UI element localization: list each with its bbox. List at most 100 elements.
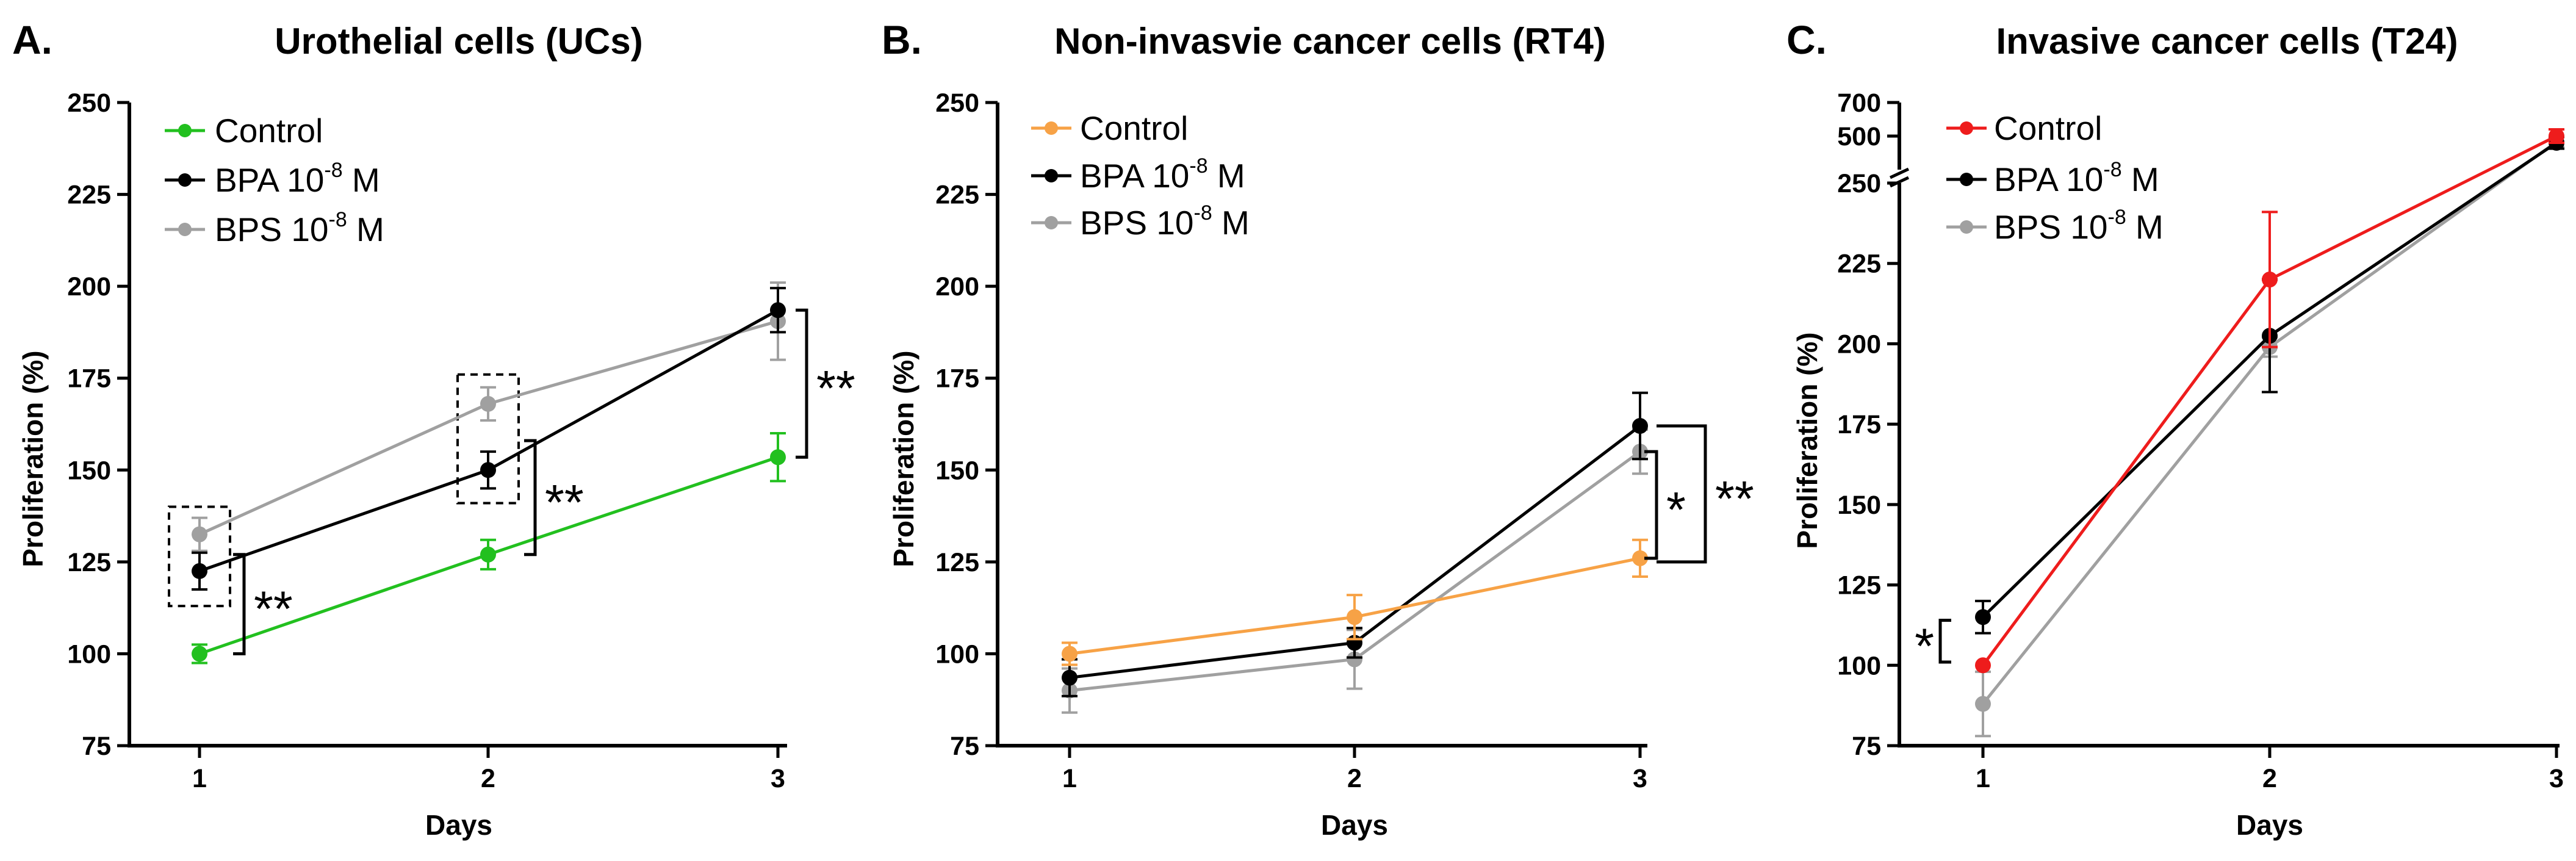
panel-a-legend-item-control[interactable]: Control — [165, 112, 323, 150]
panel-b-legend-item-bpa[interactable]: BPA 10-8 M — [1031, 154, 1245, 195]
svg-text:Control: Control — [1994, 109, 2102, 147]
panel-c-legend-item-bpa[interactable]: BPA 10-8 M — [1946, 158, 2159, 198]
bracket-line — [1938, 619, 1951, 664]
panel-b-axes — [996, 103, 1647, 748]
x-tick-label: 2 — [481, 764, 495, 793]
legend-marker — [1045, 121, 1058, 135]
series-line — [199, 309, 779, 573]
panel-b: B. Non-invasvie cancer cells (RT4) Proli… — [882, 17, 1754, 841]
bracket-line — [1644, 450, 1658, 560]
legend-label: BPA 10 — [215, 161, 324, 199]
data-point — [1632, 550, 1648, 566]
legend-label: BPS 10 — [215, 211, 329, 248]
x-tick-label: 3 — [1633, 764, 1647, 793]
svg-text:BPA 10-8 M: BPA 10-8 M — [1994, 158, 2159, 198]
y-tick-label: 175 — [1837, 410, 1881, 439]
panel-c-title: Invasive cancer cells (T24) — [1996, 21, 2458, 62]
x-tick-label: 1 — [1976, 764, 1990, 793]
panel-c-axis-break-mark — [1889, 176, 1910, 188]
y-tick-label: 250 — [1837, 169, 1881, 198]
panel-a-y-axis-label: Proliferation (%) — [17, 350, 49, 567]
data-point — [1975, 609, 1991, 625]
y-tick-label: 200 — [67, 272, 111, 301]
panel-b-legend-item-bps[interactable]: BPS 10-8 M — [1031, 201, 1250, 242]
panel-a: A. Urothelial cells (UCs) Proliferation … — [12, 17, 855, 841]
panel-a-legend: Control BPA 10-8 M BPS 10-8 M — [165, 112, 384, 248]
legend-label: Control — [1080, 109, 1188, 147]
legend-marker — [178, 223, 192, 236]
data-point — [1062, 669, 1078, 686]
significance-label: ** — [816, 361, 855, 417]
legend-label: BPS 10 — [1080, 204, 1194, 242]
panel-b-x-axis-label: Days — [1321, 809, 1388, 841]
legend-marker — [1960, 173, 1973, 186]
legend-label: BPA 10 — [1994, 160, 2103, 198]
y-tick-label: 250 — [935, 88, 979, 118]
series-bpa-10 — [1062, 391, 1648, 697]
bracket-line — [1657, 424, 1707, 564]
panel-b-letter: B. — [882, 17, 922, 62]
significance-bracket: * — [1915, 619, 1951, 674]
series-bps-10 — [192, 281, 786, 552]
legend-marker — [178, 124, 192, 137]
panel-a-title: Urothelial cells (UCs) — [275, 21, 643, 62]
data-point — [1347, 609, 1362, 625]
panel-c-axis-break-mark — [1889, 167, 1910, 179]
panel-a-axes — [128, 103, 787, 748]
data-point — [1062, 646, 1078, 662]
significance-bracket: * — [1644, 450, 1686, 560]
data-point — [770, 302, 786, 319]
y-tick-label: 225 — [1837, 250, 1881, 279]
panel-c-legend-item-bps[interactable]: BPS 10-8 M — [1946, 206, 2164, 246]
panel-c-legend-item-control[interactable]: Control — [1946, 109, 2102, 147]
panel-b-legend: Control BPA 10-8 M BPS 10-8 M — [1031, 109, 1250, 242]
legend-marker — [1960, 121, 1973, 135]
legend-label: BPA 10 — [1080, 157, 1189, 195]
y-tick-label: 150 — [67, 456, 111, 485]
y-tick-label: 175 — [935, 364, 979, 394]
series-bpa-10 — [192, 287, 786, 591]
data-point — [480, 395, 496, 412]
panel-a-legend-item-bpa[interactable]: BPA 10-8 M — [165, 159, 380, 199]
data-point — [1975, 696, 1991, 712]
bracket-line — [796, 308, 808, 459]
x-tick-label: 2 — [2262, 764, 2277, 793]
series-bps-10 — [1062, 428, 1648, 714]
data-point — [192, 563, 207, 579]
significance-label: ** — [1715, 471, 1754, 527]
panel-a-legend-item-bps[interactable]: BPS 10-8 M — [165, 208, 384, 248]
panel-b-title: Non-invasvie cancer cells (RT4) — [1054, 21, 1606, 62]
significance-label: ** — [254, 582, 293, 637]
significance-bracket: ** — [524, 439, 584, 557]
legend-label: Control — [215, 112, 323, 150]
svg-text:BPS 10-8 M: BPS 10-8 M — [215, 208, 384, 248]
data-point — [770, 449, 786, 466]
svg-text:BPA 10-8 M: BPA 10-8 M — [1080, 154, 1245, 195]
legend-marker — [1960, 220, 1973, 234]
legend-label: Control — [1994, 109, 2102, 147]
svg-text:BPS 10-8 M: BPS 10-8 M — [1994, 206, 2164, 246]
series-control — [1975, 128, 2564, 674]
significance-bracket: ** — [1657, 424, 1754, 564]
svg-text:Control: Control — [215, 112, 323, 150]
legend-marker — [178, 173, 192, 187]
x-tick-label: 3 — [2549, 764, 2564, 793]
panel-a-significance: ** ** ** — [233, 308, 855, 655]
series-control — [1062, 538, 1648, 666]
legend-marker — [1045, 216, 1058, 229]
y-tick-label: 75 — [950, 732, 979, 761]
data-point — [2262, 272, 2278, 288]
data-point — [1347, 651, 1362, 668]
bracket-line — [524, 439, 537, 557]
y-tick-label: 125 — [1837, 571, 1881, 600]
panel-a-letter: A. — [12, 17, 52, 62]
bracket-line — [233, 553, 246, 655]
y-tick-label: 150 — [935, 456, 979, 485]
svg-text:BPS 10-8 M: BPS 10-8 M — [1080, 201, 1250, 242]
panel-b-legend-item-control[interactable]: Control — [1031, 109, 1188, 147]
x-tick-label: 3 — [771, 764, 785, 793]
y-tick-label: 175 — [67, 364, 111, 394]
panel-c: C. Invasive cancer cells (T24) Prolifera… — [1786, 17, 2564, 841]
y-tick-label: 125 — [935, 548, 979, 577]
panel-b-plot-area — [1062, 391, 1648, 714]
